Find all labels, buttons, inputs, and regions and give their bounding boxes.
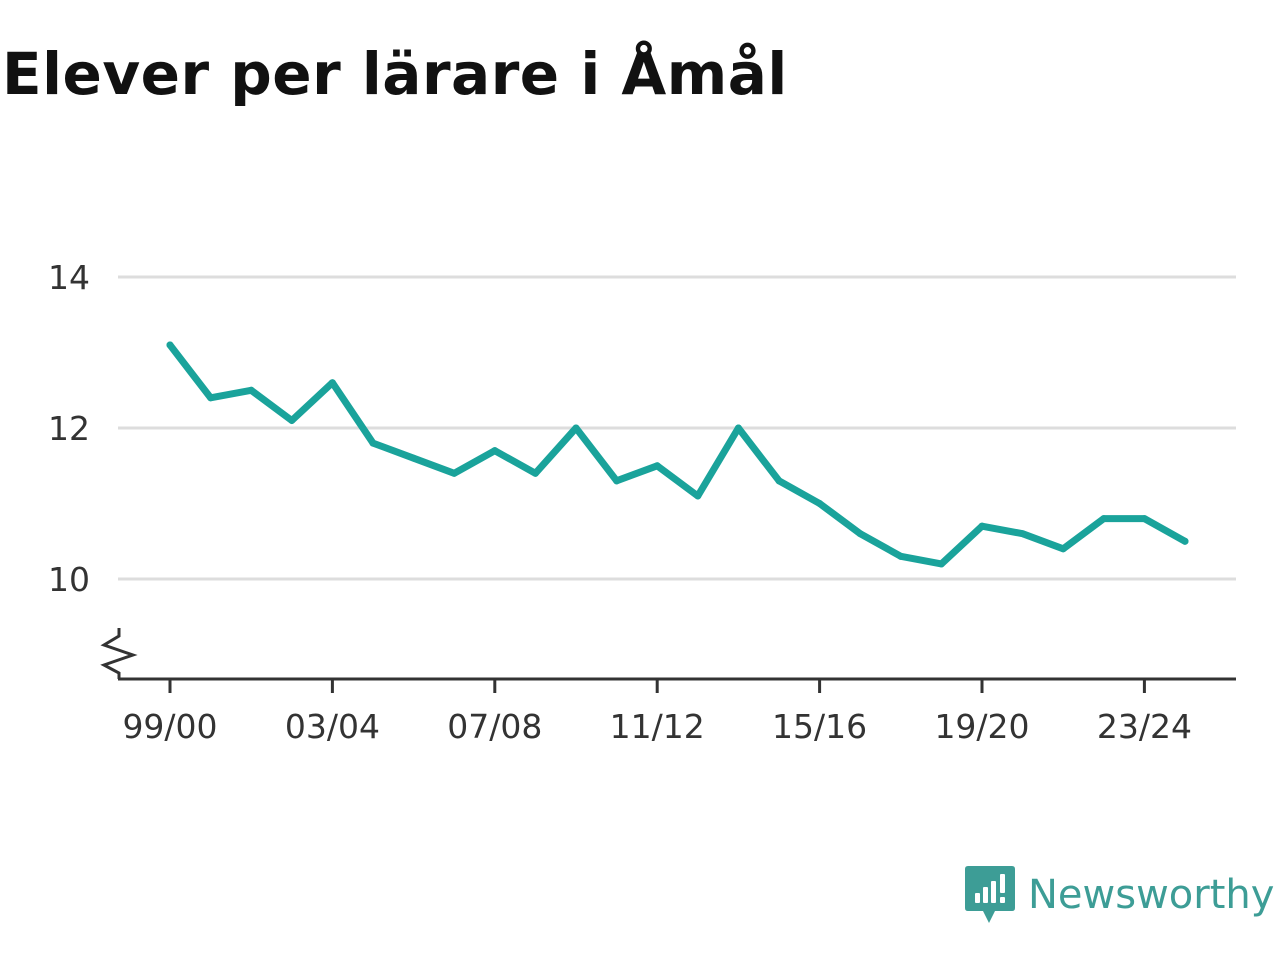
data-point	[978, 522, 986, 530]
data-point	[775, 477, 783, 485]
axes	[100, 628, 1236, 693]
data-point	[166, 341, 174, 349]
brand-name: Newsworthy	[1028, 872, 1275, 918]
data-point	[1059, 545, 1067, 553]
y-tick-label: 10	[48, 560, 90, 599]
grid-lines	[118, 275, 1236, 581]
data-point	[328, 379, 336, 387]
data-point	[1181, 537, 1189, 545]
data-point	[247, 386, 255, 394]
series-line-0	[166, 341, 1189, 568]
data-point	[937, 560, 945, 568]
data-point	[653, 462, 661, 470]
x-tick-label: 03/04	[285, 707, 380, 746]
x-tick-label: 11/12	[610, 707, 705, 746]
x-tick-label: 15/16	[772, 707, 867, 746]
newsworthy-logo-icon	[965, 866, 1015, 923]
data-point	[1019, 530, 1027, 538]
data-point	[897, 552, 905, 560]
data-point	[694, 492, 702, 500]
data-point	[1140, 515, 1148, 523]
data-point	[613, 477, 621, 485]
x-tick-label: 99/00	[122, 707, 217, 746]
chart-title: Elever per lärare i Åmål	[2, 40, 788, 108]
data-point	[1100, 515, 1108, 523]
data-point	[572, 424, 580, 432]
data-point	[816, 500, 824, 507]
data-point	[531, 469, 539, 477]
data-point	[450, 469, 458, 477]
y-tick-label: 14	[48, 258, 90, 297]
data-point	[288, 416, 296, 424]
series-layer	[166, 341, 1189, 568]
x-tick-label: 19/20	[934, 707, 1029, 746]
data-point	[856, 530, 864, 538]
x-tick-label: 23/24	[1097, 707, 1192, 746]
data-point	[369, 439, 377, 447]
data-point	[410, 454, 418, 462]
y-axis-break	[100, 628, 138, 679]
x-tick-label: 07/08	[447, 707, 542, 746]
data-point	[734, 424, 742, 432]
data-point	[207, 394, 215, 402]
brand-logo: Newsworthy	[964, 864, 1274, 926]
tick-labels: 10 12 14 99/00 03/04 07/08 11/12 15/16 19/20 23/2…	[48, 258, 1192, 746]
y-tick-label: 12	[48, 409, 90, 448]
data-point	[491, 447, 499, 455]
